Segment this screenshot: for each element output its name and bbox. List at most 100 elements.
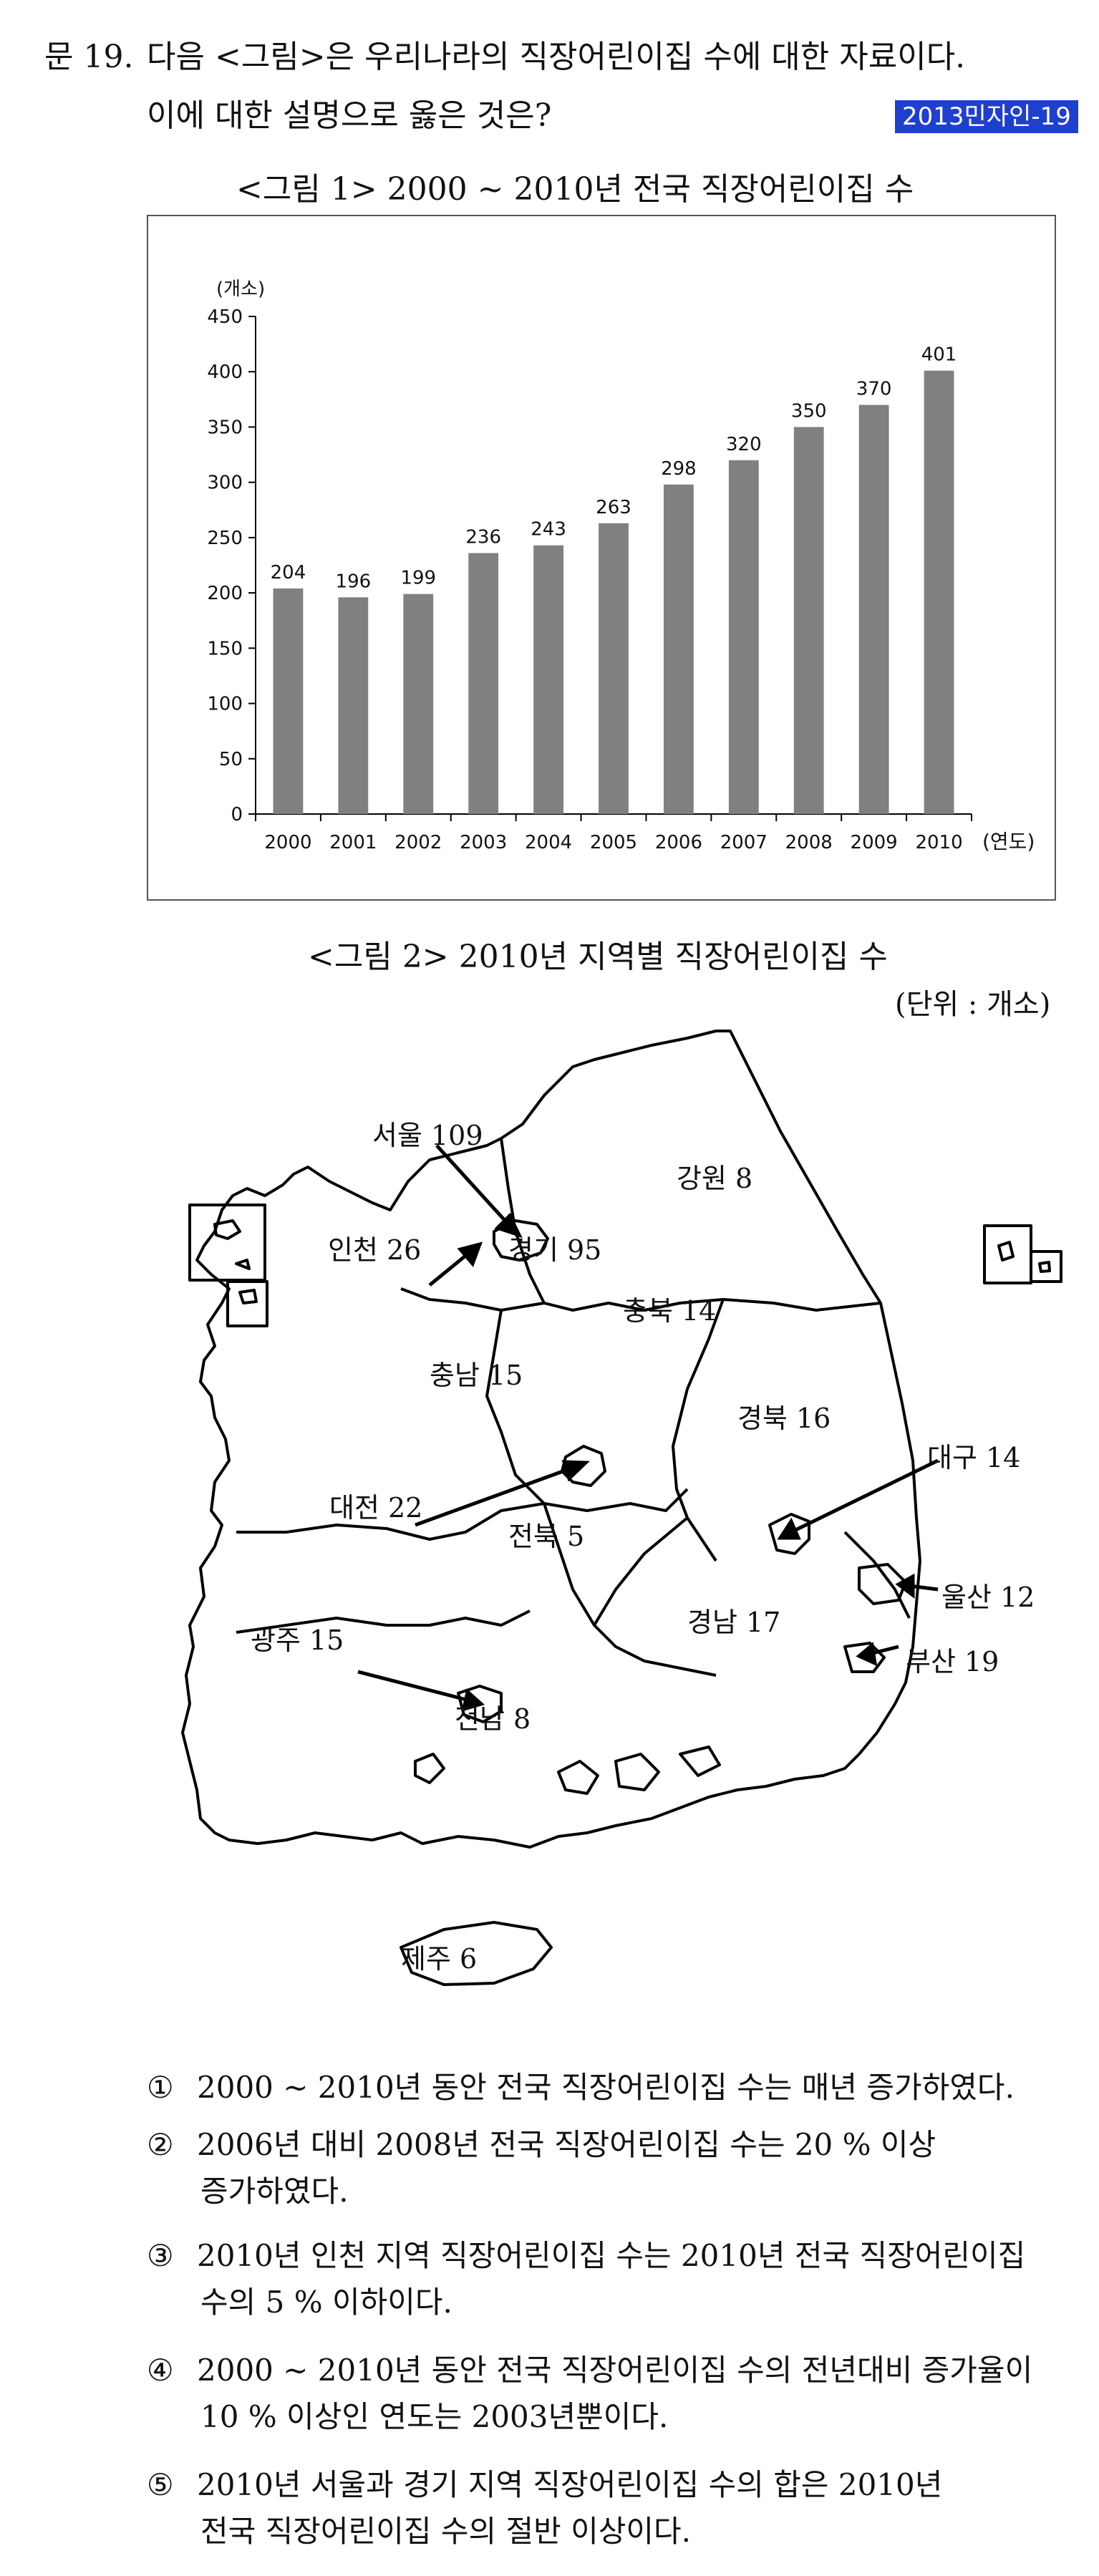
x-tick-label-2009: 2009 [851,832,898,853]
bar-2003 [468,553,499,814]
y-axis-label: (개소) [216,279,265,300]
boundary-gyeonggi-south [400,1287,545,1312]
choice-4-number: ④ [147,2353,174,2388]
bar-2006 [664,484,694,814]
choice-4-text: 2000 ~ 2010년 동안 전국 직장어린이집 수의 전년대비 증가율이 [197,2353,1033,2388]
bar-2007 [728,460,759,814]
label-daejeon: 대전 22 [329,1492,423,1524]
label-jeju: 제주 6 [401,1943,478,1975]
figure1-caption: <그림 1> 2000 ~ 2010년 전국 직장어린이집 수 [236,171,914,208]
source-badge: 2013민자인-19 [895,100,1078,133]
choice-3-continuation: 수의 5 % 이하이다. [200,2285,452,2320]
choice-3[interactable]: ③ 2010년 인천 지역 직장어린이집 수는 2010년 전국 직장어린이집 [147,2241,1025,2271]
x-tick-label-2001: 2001 [329,832,377,853]
choice-2-text: 2006년 대비 2008년 전국 직장어린이집 수는 20 % 이상 [197,2127,936,2162]
bar-2000 [273,588,304,814]
boundary-gyeongnam [543,1503,717,1677]
arrow-daejeon [415,1466,573,1527]
y-tick-label-0: 0 [231,804,243,825]
bar-2001 [338,597,369,814]
x-tick-label-2007: 2007 [720,832,768,853]
arrow-incheon [428,1251,470,1287]
choice-1-text: 2000 ~ 2010년 동안 전국 직장어린이집 수는 매년 증가하였다. [197,2070,1015,2105]
choice-5[interactable]: ⑤ 2010년 서울과 경기 지역 직장어린이집 수의 합은 2010년 [147,2470,942,2500]
bar-value-label-2006: 298 [661,458,697,480]
choice-4-continuation: 10 % 이상인 연도는 2003년뿐이다. [200,2399,669,2434]
arrow-gwangju [357,1670,470,1703]
choice-5-text: 2010년 서울과 경기 지역 직장어린이집 수의 합은 2010년 [197,2467,943,2502]
bar-2002 [403,594,434,814]
y-tick-label-6: 300 [207,473,243,494]
label-gangwon: 강원 8 [677,1163,753,1194]
island-box-left-1 [188,1204,266,1282]
boundary-chungbuk [485,1309,689,1512]
y-tick-label-1: 50 [219,749,243,770]
bar-2005 [599,523,629,814]
question-stem-line1: 다음 <그림>은 우리나라의 직장어린이집 수에 대한 자료이다. [147,39,966,75]
question-stem-line2: 이에 대한 설명으로 옳은 것은? [147,97,552,134]
bar-2008 [793,427,824,814]
bar-2009 [858,405,889,814]
choice-5-continuation: 전국 직장어린이집 수의 절반 이상이다. [200,2514,691,2549]
label-busan: 부산 19 [906,1646,999,1677]
bar-value-label-2000: 204 [271,562,306,584]
x-tick-label-2004: 2004 [525,832,572,853]
y-tick-label-9: 450 [207,306,243,328]
bar-2010 [924,370,954,814]
gwangju-shape [457,1685,503,1723]
x-tick-label-2006: 2006 [655,832,702,853]
y-tick-label-4: 200 [207,583,243,604]
x-tick-label-2003: 2003 [460,832,507,853]
figure1-chart-frame: (개소) 0 50 100 150 200 250 300 350 400 450 204 2000 19… [147,215,1056,901]
choice-3-text: 2010년 인천 지역 직장어린이집 수는 2010년 전국 직장어린이집 [197,2238,1026,2273]
boundary-gyeongnam-west [593,1516,689,1627]
y-tick-label-7: 350 [207,417,243,438]
daegu-shape [768,1513,810,1555]
bar-2004 [533,545,563,814]
label-jeonnam: 전남 8 [455,1703,531,1735]
seoul-shape [493,1219,549,1262]
x-tick-label-2002: 2002 [394,832,442,853]
figure2-caption: <그림 2> 2010년 지역별 직장어린이집 수 [308,939,888,975]
label-incheon: 인천 26 [328,1234,422,1266]
bar-value-label-2008: 350 [791,400,827,422]
x-tick-label-2000: 2000 [264,832,311,853]
choice-1-number: ① [147,2070,174,2105]
island-box-right-1 [983,1224,1032,1284]
figure2-unit: (단위 : 개소) [895,988,1051,1021]
x-axis-label: (연도) [982,830,1035,853]
label-daegu: 대구 14 [927,1442,1021,1473]
bar-value-label-2010: 401 [921,344,957,366]
y-tick-label-3: 150 [207,638,243,659]
label-gyeonggi: 경기 95 [508,1234,602,1266]
boundary-gyeongbuk-west [672,1299,725,1562]
label-ulsan: 울산 12 [941,1582,1035,1613]
bar-chart: (개소) 0 50 100 150 200 250 300 350 400 450 204 2000 19… [207,279,1035,853]
x-tick-label-2005: 2005 [590,832,637,853]
arrow-daegu [790,1458,939,1534]
choice-5-number: ⑤ [147,2467,174,2502]
busan-shape [843,1642,886,1673]
question-number: 문 19. [44,39,134,75]
korea-map [181,1030,1062,1986]
boundary-jeonbuk-jeonnam [236,1609,531,1634]
ulsan-shape [858,1563,907,1605]
bar-value-label-2002: 199 [400,568,436,589]
choice-2[interactable]: ② 2006년 대비 2008년 전국 직장어린이집 수는 20 % 이상 [147,2130,936,2160]
label-seoul: 서울 109 [372,1120,483,1151]
x-tick-label-2008: 2008 [785,832,833,853]
y-tick-label-5: 250 [207,528,243,549]
bar-value-label-2003: 236 [465,527,501,548]
boundary-ulsan [843,1531,911,1619]
boundary-chungnam-jeonbuk [236,1502,545,1541]
bar-value-label-2009: 370 [856,379,892,400]
bar-value-label-2007: 320 [726,434,762,455]
y-tick-label-8: 400 [207,362,243,383]
choice-1[interactable]: ① 2000 ~ 2010년 동안 전국 직장어린이집 수는 매년 증가하였다. [147,2073,1015,2103]
map-outline [181,1030,921,1849]
choice-4[interactable]: ④ 2000 ~ 2010년 동안 전국 직장어린이집 수의 전년대비 증가율이 [147,2355,1032,2386]
daejeon-shape [561,1445,606,1487]
bar-value-label-2004: 243 [531,519,566,541]
bar-value-label-2005: 263 [596,497,631,518]
choice-2-continuation: 증가하였다. [200,2174,349,2209]
